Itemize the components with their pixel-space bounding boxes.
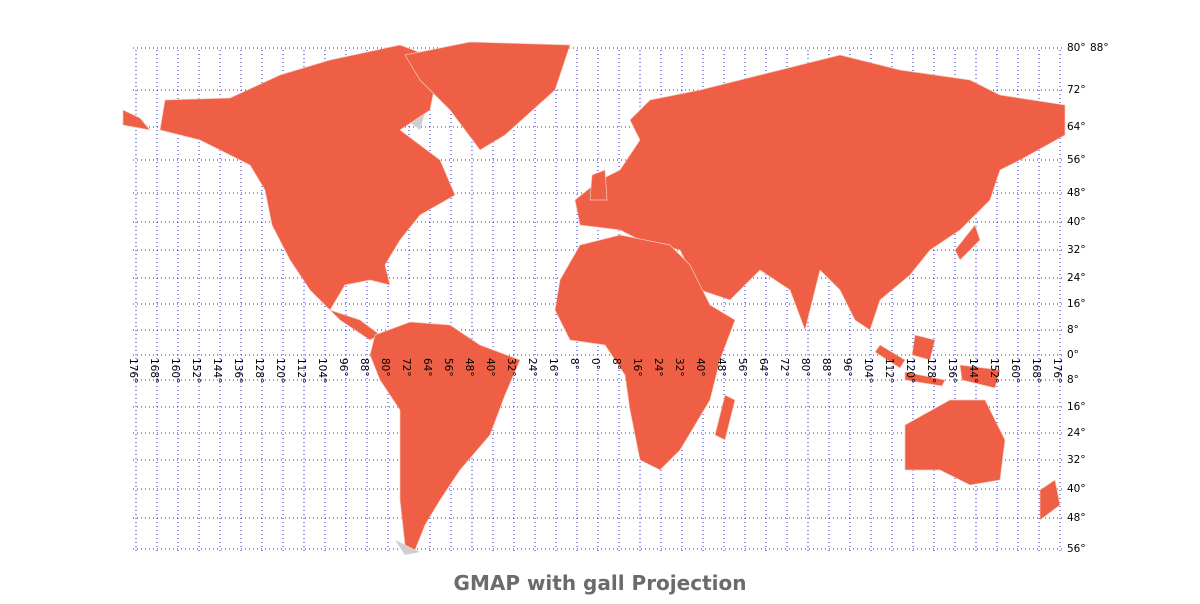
latitude-label: 72°: [1067, 84, 1086, 96]
longitude-label: 16°: [631, 358, 643, 377]
madagascar: [714, 394, 736, 441]
latitude-label: 80°: [1067, 42, 1086, 54]
latitude-label: 16°: [1067, 298, 1086, 310]
longitude-label: 72°: [400, 358, 412, 377]
australia: [904, 399, 1006, 486]
alaska-tip: [122, 109, 151, 131]
longitude-label: 56°: [442, 358, 454, 377]
latitude-label: 24°: [1067, 427, 1086, 439]
greenland: [404, 41, 571, 151]
longitude-label: 168°: [1030, 358, 1042, 383]
graticule-labels: 176° 168° 160° 152° 144° 136° 128° 120° 112° 104°…: [127, 42, 1109, 555]
longitude-label: 176°: [127, 358, 139, 383]
longitude-label: 32°: [505, 358, 517, 377]
latitude-label: 88°: [1090, 42, 1109, 54]
longitude-label: 40°: [694, 358, 706, 377]
longitude-label: 80°: [379, 358, 391, 377]
longitude-label: 104°: [316, 358, 328, 383]
longitude-label: 48°: [463, 358, 475, 377]
latitude-label: 24°: [1067, 272, 1086, 284]
latitude-label: 56°: [1067, 543, 1086, 555]
longitude-label: 40°: [484, 358, 496, 377]
longitude-label: 120°: [274, 358, 286, 383]
longitude-label: 8°: [610, 358, 622, 370]
longitude-label: 56°: [736, 358, 748, 377]
longitude-label: 72°: [778, 358, 790, 377]
longitude-label: 88°: [358, 358, 370, 377]
north-america: [159, 44, 456, 341]
longitude-label: 80°: [799, 358, 811, 377]
latitude-label: 48°: [1067, 512, 1086, 524]
longitude-label: 8°: [568, 358, 580, 370]
longitude-label: 96°: [337, 358, 349, 377]
south-america: [369, 321, 521, 551]
longitude-label: 152°: [190, 358, 202, 383]
longitude-label: 120°: [904, 358, 916, 383]
longitude-label: 16°: [547, 358, 559, 377]
latitude-label: 40°: [1067, 216, 1086, 228]
longitude-label: 128°: [925, 358, 937, 383]
africa: [554, 234, 736, 471]
longitude-label: 0°: [589, 358, 601, 370]
longitude-label: 48°: [715, 358, 727, 377]
longitude-label: 136°: [946, 358, 958, 383]
latitude-label: 48°: [1067, 187, 1086, 199]
latitude-label: 32°: [1067, 454, 1086, 466]
latitude-label: 0°: [1067, 349, 1079, 361]
longitude-label: 112°: [883, 358, 895, 383]
longitude-label: 176°: [1051, 358, 1063, 383]
japan: [954, 224, 981, 261]
longitude-label: 144°: [211, 358, 223, 383]
longitude-label: 128°: [253, 358, 265, 383]
latitude-label: 40°: [1067, 483, 1086, 495]
latitude-label: 16°: [1067, 401, 1086, 413]
longitude-label: 64°: [757, 358, 769, 377]
longitude-label: 152°: [988, 358, 1000, 383]
longitude-label: 64°: [421, 358, 433, 377]
longitude-label: 168°: [148, 358, 160, 383]
longitude-label: 160°: [169, 358, 181, 383]
landmass: [122, 41, 1066, 555]
british-isles: [589, 169, 608, 201]
latitude-label: 8°: [1067, 324, 1079, 336]
longitude-label: 24°: [526, 358, 538, 377]
longitude-label: 104°: [862, 358, 874, 383]
indonesia: [874, 334, 1001, 389]
latitude-label: 64°: [1067, 121, 1086, 133]
map-title: GMAP with gall Projection: [454, 571, 747, 595]
latitude-label: 32°: [1067, 244, 1086, 256]
longitude-label: 144°: [967, 358, 979, 383]
latitude-label: 8°: [1067, 374, 1079, 386]
longitude-label: 96°: [841, 358, 853, 377]
longitude-label: 112°: [295, 358, 307, 383]
longitude-label: 24°: [652, 358, 664, 377]
longitude-label: 136°: [232, 358, 244, 383]
longitude-label: 160°: [1009, 358, 1021, 383]
eurasia: [574, 54, 1066, 332]
longitude-label: 88°: [820, 358, 832, 377]
new-zealand: [1039, 479, 1061, 521]
longitude-label: 32°: [673, 358, 685, 377]
latitude-label: 56°: [1067, 154, 1086, 166]
